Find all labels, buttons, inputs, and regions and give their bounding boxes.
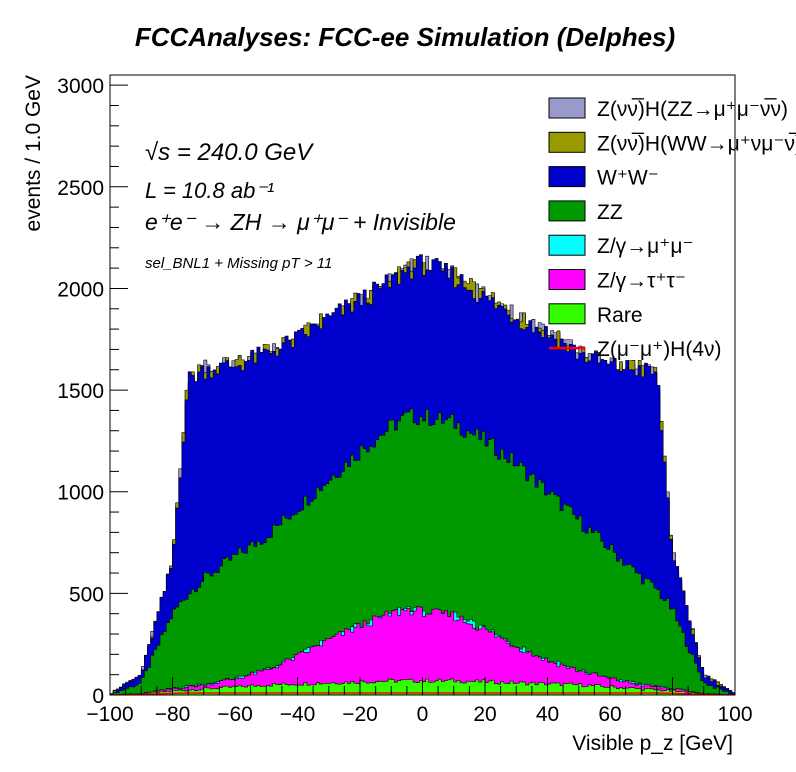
- y-tick-label: 2000: [57, 278, 104, 301]
- y-tick-label: 0: [92, 685, 104, 708]
- legend-swatch: [548, 131, 586, 153]
- legend: Z(νν̅)H(ZZ→μ⁺μ⁻ν̅ν) Z(νν̅)H(WW→μ⁺νμ⁻ν̅) W⁺…: [548, 97, 796, 361]
- x-tick-label: 60: [598, 703, 621, 726]
- legend-label: Z(μ⁻μ⁺)H(4ν): [597, 338, 722, 361]
- x-tick-label: 40: [536, 703, 559, 726]
- y-tick-label: 1000: [57, 482, 104, 505]
- y-tick-label: 1500: [57, 380, 104, 403]
- y-tick-label: 3000: [57, 75, 104, 98]
- x-tick-label: 100: [717, 703, 752, 726]
- series-z: [110, 606, 735, 695]
- legend-label: Z/γ→τ⁺τ⁻: [597, 270, 686, 293]
- y-axis-label: events / 1.0 GeV: [22, 75, 45, 231]
- legend-label: Rare: [597, 304, 643, 327]
- annotation-selection: sel_BNL1 + Missing pT > 11: [145, 255, 332, 272]
- x-tick-label: 20: [473, 703, 496, 726]
- legend-label: Z/γ→μ⁺μ⁻: [597, 235, 694, 258]
- annotations: √s = 240.0 GeV L = 10.8 ab⁻¹ e⁺e⁻ → ZH →…: [145, 139, 456, 272]
- chart-title: FCCAnalyses: FCC-ee Simulation (Delphes): [135, 22, 675, 52]
- x-axis-label: Visible p_z [GeV]: [572, 732, 733, 755]
- y-tick-label: 500: [69, 583, 104, 606]
- x-tick-label: −80: [155, 703, 191, 726]
- legend-swatch: [548, 303, 586, 325]
- annotation-process: e⁺e⁻ → ZH → μ⁺μ⁻ + Invisible: [145, 209, 456, 235]
- annotation-luminosity: L = 10.8 ab⁻¹: [145, 178, 274, 203]
- legend-label: Z(νν̅)H(ZZ→μ⁺μ⁻ν̅ν): [597, 98, 788, 121]
- legend-swatch: [548, 166, 586, 188]
- x-tick-label: −60: [217, 703, 253, 726]
- legend-swatch: [548, 97, 586, 119]
- x-tick-label: −40: [280, 703, 316, 726]
- legend-label: Z(νν̅)H(WW→μ⁺νμ⁻ν̅): [597, 132, 796, 155]
- axes: −100 −80 −60 −40 −20 0 20 40 60 80 100050010001500…: [57, 74, 753, 726]
- annotation-sqrt-s: √s = 240.0 GeV: [145, 139, 314, 166]
- x-tick-label: −20: [342, 703, 378, 726]
- legend-label: ZZ: [597, 201, 623, 224]
- legend-swatch: [548, 269, 586, 290]
- legend-swatch: [548, 200, 586, 222]
- y-tick-label: 2500: [57, 177, 104, 200]
- x-tick-label: −100: [86, 703, 133, 726]
- x-tick-label: 80: [661, 703, 684, 726]
- series-zz: [110, 408, 735, 695]
- legend-label: W⁺W⁻: [597, 167, 659, 190]
- legend-swatch: [548, 234, 586, 256]
- plot-area: [110, 254, 735, 695]
- x-tick-label: 0: [417, 703, 429, 726]
